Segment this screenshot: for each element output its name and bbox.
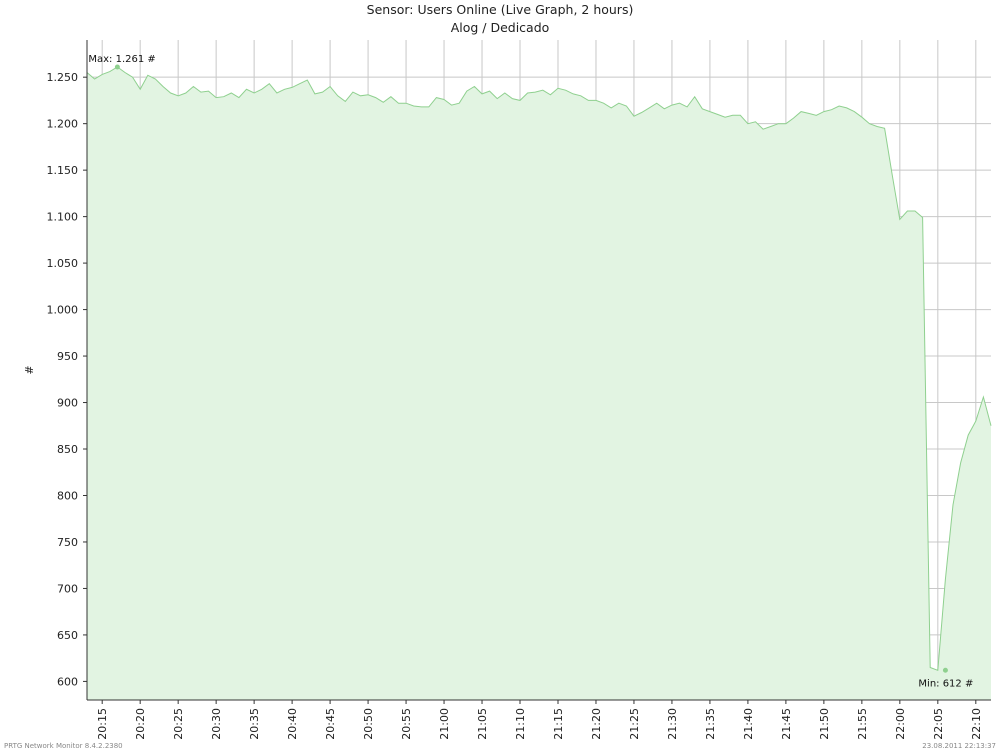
area-fill [87, 67, 991, 700]
y-tick-label: 1.250 [47, 71, 79, 84]
footer-right: 23.08.2011 22:13:37 [922, 742, 996, 750]
x-tick-label: 21:15 [552, 708, 565, 740]
max-annotation: Max: 1.261 # [88, 54, 155, 65]
x-tick-label: 20:55 [400, 708, 413, 740]
x-tick-label: 21:45 [780, 708, 793, 740]
x-tick-label: 20:45 [324, 708, 337, 740]
x-tick-label: 21:35 [704, 708, 717, 740]
x-tick-label: 20:35 [248, 708, 261, 740]
x-tick-labels: 20:15 20:20 20:25 20:30 20:35 20:40 20:45 20:50… [96, 708, 983, 740]
x-tick-label: 20:50 [362, 708, 375, 740]
x-tick-label: 22:00 [894, 708, 907, 740]
x-tick-label: 22:10 [970, 708, 983, 740]
y-tick-labels: 600 650 700 750 800 850 900 950 1.000 1.050 1.100 1… [47, 71, 79, 688]
y-axis-label: # [23, 365, 36, 374]
x-tick-label: 21:40 [742, 708, 755, 740]
y-tick-label: 1.100 [47, 211, 79, 224]
y-tick-label: 800 [57, 489, 78, 502]
x-tick-label: 21:20 [590, 708, 603, 740]
min-annotation: Min: 612 # [918, 678, 973, 689]
x-tick-label: 20:30 [210, 708, 223, 740]
y-tick-label: 1.000 [47, 304, 79, 317]
x-tick-label: 20:25 [172, 708, 185, 740]
x-tick-label: 21:50 [818, 708, 831, 740]
y-tick-label: 1.200 [47, 118, 79, 131]
y-tick-label: 1.150 [47, 164, 79, 177]
annotations: Max: 1.261 # Min: 612 # [88, 54, 973, 689]
y-tick-label: 850 [57, 443, 78, 456]
axes [86, 40, 991, 701]
series-line [86, 66, 992, 671]
footer-left: PRTG Network Monitor 8.4.2.2380 [4, 742, 123, 750]
max-marker [114, 64, 120, 70]
y-tick-label: 700 [57, 582, 78, 595]
y-tick-label: 750 [57, 536, 78, 549]
x-tick-label: 20:40 [286, 708, 299, 740]
chart-subtitle: Alog / Dedicado [451, 20, 550, 35]
x-tick-label: 22:05 [932, 708, 945, 740]
min-marker [942, 667, 948, 673]
x-tick-label: 21:00 [438, 708, 451, 740]
y-tick-label: 650 [57, 629, 78, 642]
y-tick-label: 600 [57, 675, 78, 688]
y-tick-label: 1.050 [47, 257, 79, 270]
x-tick-label: 21:05 [476, 708, 489, 740]
x-tick-label: 21:55 [856, 708, 869, 740]
x-tick-label: 20:20 [134, 708, 147, 740]
x-tick-label: 21:30 [666, 708, 679, 740]
x-tick-label: 21:10 [514, 708, 527, 740]
x-tick-label: 20:15 [96, 708, 109, 740]
y-tick-label: 950 [57, 350, 78, 363]
y-tick-label: 900 [57, 397, 78, 410]
x-tick-label: 21:25 [628, 708, 641, 740]
area-series [86, 66, 992, 700]
chart-title: Sensor: Users Online (Live Graph, 2 hour… [367, 2, 634, 17]
